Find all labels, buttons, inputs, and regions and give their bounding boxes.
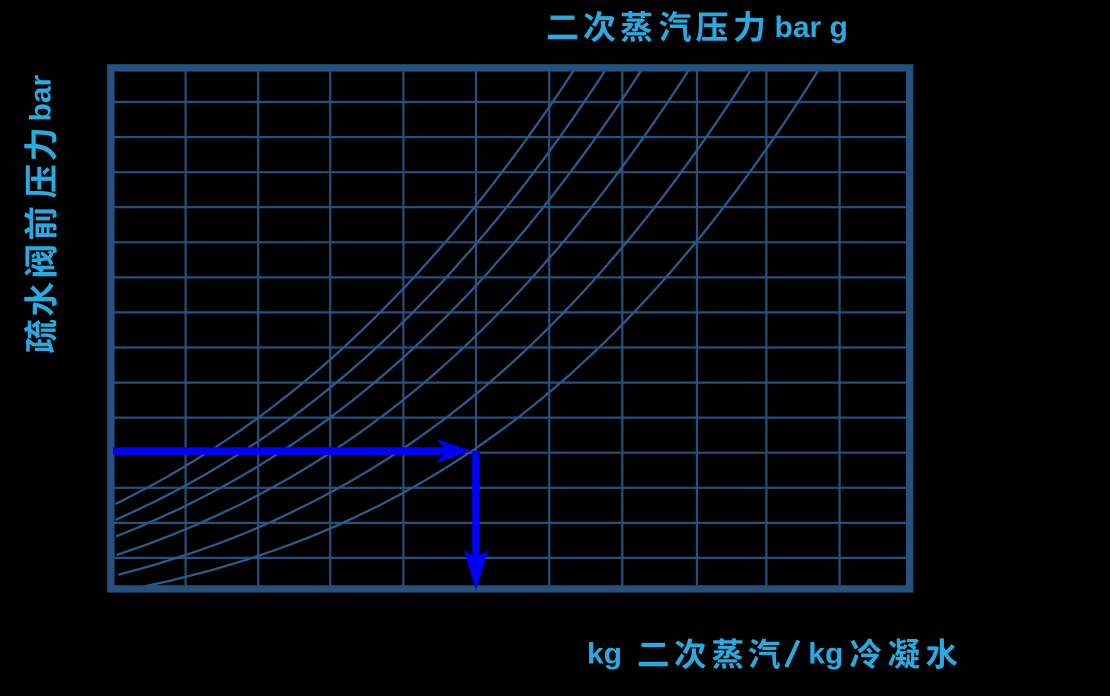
svg-text:kg: kg <box>587 638 622 671</box>
svg-text:kg: kg <box>808 638 843 671</box>
svg-text:bar: bar <box>25 74 58 121</box>
svg-text:bar g: bar g <box>775 11 848 44</box>
